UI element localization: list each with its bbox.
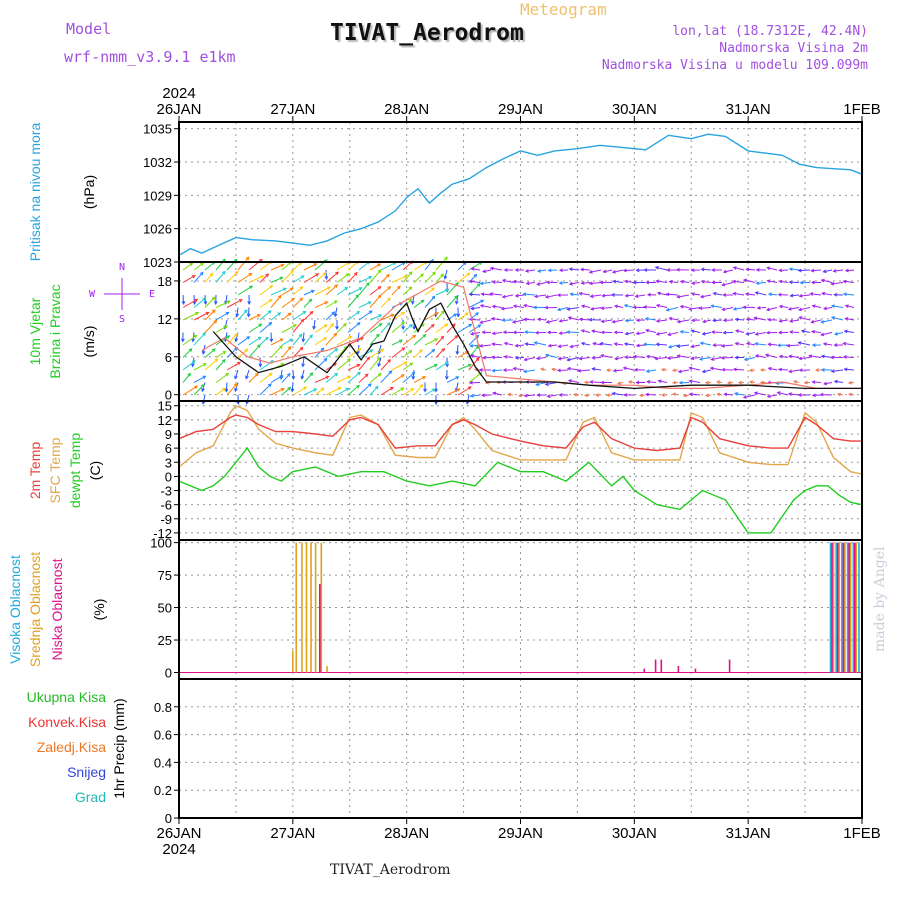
meteogram-label: Meteogram	[520, 0, 607, 19]
credit-text: made by Angel	[872, 546, 888, 653]
top-xtick-label: 1FEB	[843, 101, 881, 118]
footer-station: TIVAT_Aerodrom	[330, 862, 451, 878]
pressure-title: Pritisak na nivou mora	[27, 123, 43, 262]
dewpt-line	[178, 446, 863, 534]
precip-legend-item: Zaledj.Kisa	[37, 739, 106, 755]
compass-east: E	[149, 289, 155, 300]
model-elevation-text: Nadmorska Visina u modelu 109.099m	[601, 58, 868, 73]
bottom-xtick-label: 27JAN	[270, 825, 315, 842]
bottom-xtick-label: 31JAN	[726, 825, 771, 842]
temp-ytick-label: -12	[153, 526, 172, 541]
precip-legend-item: Grad	[75, 789, 106, 805]
precip-legend-item: Ukupna Kisa	[27, 689, 107, 705]
compass-west: W	[89, 289, 96, 300]
top-xtick-label: 29JAN	[498, 101, 543, 118]
temp-title-sfc: SFC Temp	[47, 437, 63, 503]
top-xtick-label: 28JAN	[384, 101, 429, 118]
wind-title-2: Brzina i Pravac	[47, 284, 63, 378]
cloud-ytick-label: 100	[150, 536, 172, 551]
model-name: wrf-nmm_v3.9.1 e1km	[64, 48, 236, 66]
precip-legend-item: Snijeg	[67, 764, 106, 780]
cloud-title-mid: Srednja Oblacnost	[27, 552, 43, 667]
temp-unit: (C)	[87, 461, 103, 480]
temp-ytick-label: -6	[160, 498, 172, 513]
precip-legend-item: Konvek.Kisa	[28, 714, 106, 730]
wind-ytick-label: 12	[158, 312, 172, 327]
bottom-xtick-label: 26JAN	[156, 825, 201, 842]
temp-ytick-label: 9	[165, 427, 172, 442]
precip-title: 1hr Precip (mm)	[111, 698, 127, 798]
cloud-ytick-label: 0	[165, 666, 172, 681]
panel-frame-precip	[178, 678, 863, 819]
temp-ytick-label: 12	[158, 413, 172, 428]
temp-ytick-label: 6	[165, 441, 172, 456]
temp-title-dewpt: dewpt Temp	[67, 433, 83, 508]
cloud-ytick-label: 50	[158, 601, 172, 616]
wind-title-1: 10m Vjetar	[27, 297, 43, 365]
bottom-xtick-label: 29JAN	[498, 825, 543, 842]
lonlat-text: lon,lat (18.7312E, 42.4N)	[672, 24, 868, 39]
precip-ytick-label: 0.8	[154, 700, 172, 715]
pressure-ytick-label: 1029	[143, 188, 172, 203]
elevation-text: Nadmorska Visina 2m	[719, 41, 868, 56]
wind-gust-line	[201, 280, 862, 389]
top-year-label: 2024	[162, 85, 195, 102]
cloud-unit: (%)	[91, 599, 107, 621]
compass-south: S	[119, 314, 125, 325]
pressure-ytick-label: 1026	[143, 222, 172, 237]
pressure-ytick-label: 1023	[143, 255, 172, 270]
wind-ytick-label: 18	[158, 274, 172, 289]
temp-ytick-label: -9	[160, 512, 172, 527]
temp-ytick-label: 15	[158, 399, 172, 414]
cloud-ytick-label: 75	[158, 568, 172, 583]
bottom-xtick-label: 28JAN	[384, 825, 429, 842]
pressure-ytick-label: 1035	[143, 122, 172, 137]
temp-title-2m: 2m Temp	[27, 442, 43, 500]
cloud-title-high: Visoka Oblacnost	[7, 555, 23, 664]
wind-ytick-label: 0	[165, 388, 172, 403]
cloud-title-low: Niska Oblacnost	[49, 558, 65, 660]
precip-ytick-label: 0.2	[154, 783, 172, 798]
temp2m-line	[178, 414, 862, 452]
wind-speed-line	[212, 301, 862, 390]
sfc-temp-line	[178, 404, 863, 475]
top-xtick-label: 30JAN	[612, 101, 657, 118]
pressure-line	[178, 133, 863, 256]
temp-ytick-label: 3	[165, 455, 172, 470]
model-label: Model	[66, 20, 112, 38]
precip-ytick-label: 0.4	[154, 755, 172, 770]
pressure-ytick-label: 1032	[143, 155, 172, 170]
precip-ytick-label: 0.6	[154, 728, 172, 743]
bottom-xtick-label: 1FEB	[843, 825, 881, 842]
top-xtick-label: 31JAN	[726, 101, 771, 118]
panel-frame-clouds	[178, 539, 863, 680]
compass-north: N	[119, 262, 125, 273]
wind-ytick-label: 6	[165, 350, 172, 365]
precip-ytick-label: 0	[165, 811, 172, 826]
pressure-unit: (hPa)	[81, 175, 97, 209]
top-xtick-label: 26JAN	[156, 101, 201, 118]
temp-ytick-label: -3	[160, 484, 172, 499]
station-title: TIVAT_Aerodrom	[330, 20, 524, 46]
bottom-xtick-label: 30JAN	[612, 825, 657, 842]
wind-unit: (m/s)	[81, 326, 97, 358]
top-xtick-label: 27JAN	[270, 101, 315, 118]
bottom-year-label: 2024	[162, 841, 195, 858]
cloud-ytick-label: 25	[158, 633, 172, 648]
temp-ytick-label: 0	[165, 469, 172, 484]
